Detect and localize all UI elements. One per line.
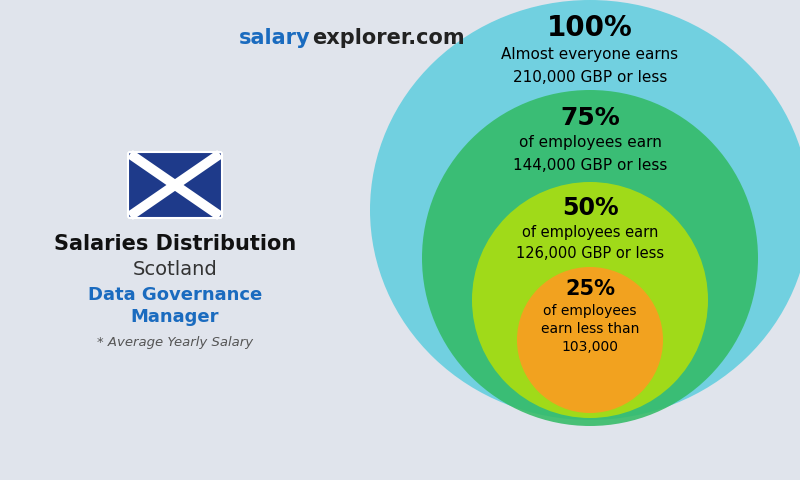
Text: Manager: Manager (130, 308, 219, 326)
Text: Salaries Distribution: Salaries Distribution (54, 234, 296, 254)
Ellipse shape (370, 0, 800, 420)
Text: explorer.com: explorer.com (312, 28, 465, 48)
Text: 75%: 75% (560, 106, 620, 130)
Text: Scotland: Scotland (133, 260, 218, 279)
Ellipse shape (517, 267, 663, 413)
Text: * Average Yearly Salary: * Average Yearly Salary (97, 336, 253, 349)
Text: 103,000: 103,000 (562, 340, 618, 354)
Text: of employees: of employees (543, 304, 637, 318)
Text: of employees earn: of employees earn (518, 135, 662, 151)
Text: 50%: 50% (562, 196, 618, 220)
Text: 144,000 GBP or less: 144,000 GBP or less (513, 158, 667, 173)
Text: 126,000 GBP or less: 126,000 GBP or less (516, 245, 664, 261)
Text: Data Governance: Data Governance (88, 286, 262, 304)
FancyBboxPatch shape (128, 152, 222, 218)
Text: 210,000 GBP or less: 210,000 GBP or less (513, 71, 667, 85)
Text: of employees earn: of employees earn (522, 225, 658, 240)
Text: Almost everyone earns: Almost everyone earns (502, 47, 678, 61)
Ellipse shape (472, 182, 708, 418)
Text: salary: salary (238, 28, 310, 48)
Ellipse shape (422, 90, 758, 426)
Text: 100%: 100% (547, 14, 633, 42)
Text: earn less than: earn less than (541, 322, 639, 336)
Text: 25%: 25% (565, 279, 615, 299)
